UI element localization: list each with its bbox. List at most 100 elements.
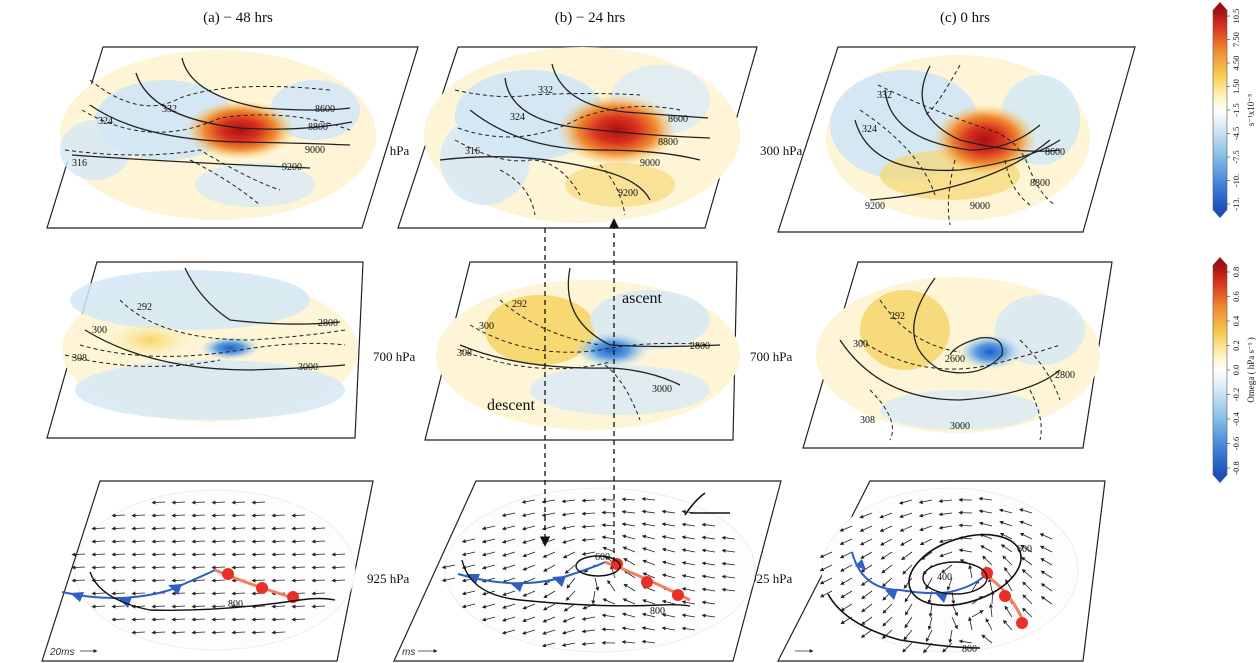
winds-c-vector-35 [819,551,833,558]
winds-c-vector-58 [1040,558,1053,566]
winds-a-vector-94 [91,604,106,609]
winds-c-vector-32 [999,532,1013,540]
winds-a-vector-38 [291,539,306,544]
winds-b-vector-17 [481,525,496,531]
colorbar-omega-tick-label-0: -0.8 [1231,461,1241,474]
winds-b-vector-113 [701,600,716,605]
winds-a-vector-81 [331,578,346,583]
panel-b700-label-1: 300 [479,321,494,332]
panel-c-700hpa: 292 300 2600 2800 308 3000 [802,261,1113,449]
winds-c-vector-103 [1022,607,1033,618]
panel-c700-label-0: 292 [890,311,905,322]
colorbar-omega-tick-label-1: -0.6 [1231,437,1241,450]
winds-a-vector-64 [271,565,286,570]
winds-c-vector-114 [942,642,953,653]
panel-c700-label-2: 2600 [945,354,965,365]
winds-a-vector-79 [291,578,306,583]
winds-a-vector-82 [91,591,106,596]
winds-a-vector-43 [131,552,146,557]
winds-a-vector-110 [191,617,206,622]
winds-c-vector-7 [899,512,913,519]
winds-b-vector-27 [681,522,696,527]
winds-a-vector-17 [111,526,126,531]
winds-b-vector-103 [502,603,516,609]
panel-a-925hpa: 800 20ms [41,480,374,662]
winds-b-vector-5 [621,497,636,502]
winds-a-vector-120 [211,630,226,635]
winds-a-vector-116 [131,630,146,635]
descent-label: descent [487,397,536,414]
winds-c-vector-53 [941,564,953,574]
winds-b-vector-124 [681,613,696,618]
panel-a700-label-4: 3000 [298,362,318,373]
winds-a-vector-61 [211,565,226,570]
winds-a-vector-103 [271,604,286,609]
panel-b300-label-6: 9200 [618,188,638,199]
winds-c-vector-26 [880,538,893,546]
panel-c925-label-1: 600 [1017,544,1032,555]
winds-a-vector-123 [271,630,286,635]
colorbar-omega-tick-label-7: 0.6 [1231,291,1241,302]
winds-a-vector-86 [171,591,186,596]
winds-c-vector-27 [900,538,913,546]
colorbar-vorticity: -13. -10. -7.5 -4.5 -1.5 1.50 4.50 7.50 10.5 s⁻¹… [1212,2,1256,218]
winds-a-vector-97 [151,604,166,609]
winds-c-vector-115 [958,639,973,644]
panel-b925-label-0: 600 [595,552,610,563]
winds-a-vector-15 [291,513,306,518]
winds-a-vector-114 [271,617,286,622]
winds-b-vector-129 [561,629,576,635]
winds-b-vector-138 [581,642,596,646]
winds-a-vector-80 [311,578,326,583]
winds-c-vector-47 [819,564,833,571]
panel-b700-label-3: 2800 [690,341,710,352]
winds-b-vector-100 [721,587,736,592]
winds-b-vector-54 [681,548,696,553]
panel-c300-label-5: 9200 [865,201,885,212]
panel-c300-label-0: 332 [877,90,892,101]
winds-a-vector-14 [271,513,286,518]
winds-b-vector-128 [542,629,556,635]
winds-a-vector-54 [71,565,86,570]
colorbar-omega-tick-label-8: 0.8 [1231,267,1241,278]
winds-a-vector-58 [151,565,166,570]
winds-a-vector-112 [231,617,246,622]
winds-b-vector-34 [562,538,576,544]
winds-c-vector-107 [925,629,933,643]
panel-b300-label-2: 316 [465,146,480,157]
winds-b-vector-63 [564,564,576,574]
winds-b-vector-105 [542,603,556,611]
winds-c-vector-82 [1040,583,1053,592]
winds-c-vector-1 [918,499,933,504]
winds-b-vector-92 [565,590,576,601]
winds-a-vector-21 [191,526,206,531]
winds-b-vector-98 [681,587,696,592]
winds-c-vector-68 [1003,567,1013,579]
winds-a-vector-71 [131,578,146,583]
panel-a300-label-2: 316 [72,158,87,169]
winds-c-vector-116 [981,634,993,644]
winds-a-vector-28 [91,539,106,544]
colorbar-vorticity-tick-label-1: -10. [1231,174,1241,187]
winds-c-vector-101 [988,603,993,618]
winds-c-vector-111 [1002,619,1013,631]
colorbar-vorticity-tick-label-0: -13. [1231,197,1241,210]
winds-a-vector-46 [191,552,206,557]
winds-a-vector-106 [111,617,126,622]
winds-a-vector-68 [71,578,86,583]
winds-a-vector-37 [271,539,286,544]
colorbar-vorticity-tick-label-7: 7.50 [1231,32,1241,47]
winds-b-vector-49 [581,551,596,556]
winds-c-vector-34 [1039,533,1053,540]
winds-c-vector-14 [839,525,853,532]
winds-c-vector-37 [860,551,873,559]
winds-c-vector-57 [1021,556,1033,566]
winds-b-vector-123 [661,613,676,618]
winds-a-vector-19 [151,526,166,531]
winds-a-vector-99 [191,604,206,609]
winds-a-vector-100 [211,604,226,609]
winds-a-vector-44 [151,552,166,557]
winds-c-vector-29 [938,538,953,544]
winds-b-vector-115 [501,616,516,622]
winds-b-vector-71 [721,561,736,566]
